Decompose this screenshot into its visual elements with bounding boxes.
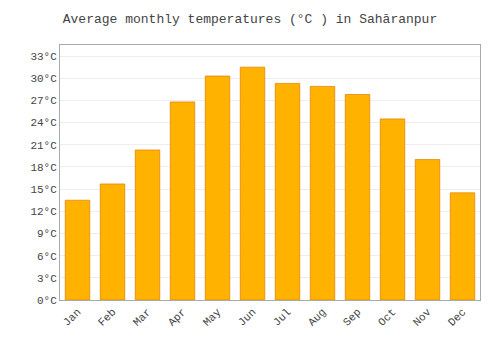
svg-text:30°C: 30°C <box>30 73 57 85</box>
svg-text:Feb: Feb <box>96 306 118 328</box>
svg-text:Average monthly temperatures (: Average monthly temperatures (°C ) in Sa… <box>63 12 437 27</box>
svg-text:Sep: Sep <box>341 306 363 328</box>
svg-text:Jul: Jul <box>271 306 293 328</box>
svg-text:May: May <box>201 306 224 329</box>
svg-text:15°C: 15°C <box>30 184 57 196</box>
svg-text:Oct: Oct <box>376 306 398 328</box>
svg-text:21°C: 21°C <box>30 140 57 152</box>
svg-text:Jan: Jan <box>61 306 83 328</box>
svg-text:27°C: 27°C <box>30 95 57 107</box>
svg-text:Jun: Jun <box>236 306 258 328</box>
svg-text:18°C: 18°C <box>30 162 57 174</box>
svg-text:Dec: Dec <box>446 306 468 328</box>
svg-text:9°C: 9°C <box>37 228 57 240</box>
svg-text:Aug: Aug <box>306 306 328 328</box>
svg-text:6°C: 6°C <box>37 251 57 263</box>
svg-text:12°C: 12°C <box>30 206 57 218</box>
svg-text:33°C: 33°C <box>30 51 57 63</box>
svg-text:Nov: Nov <box>411 306 434 329</box>
svg-text:0°C: 0°C <box>37 295 57 307</box>
svg-text:24°C: 24°C <box>30 117 57 129</box>
svg-text:3°C: 3°C <box>37 273 57 285</box>
svg-text:Mar: Mar <box>131 306 153 328</box>
svg-text:Apr: Apr <box>166 306 188 328</box>
